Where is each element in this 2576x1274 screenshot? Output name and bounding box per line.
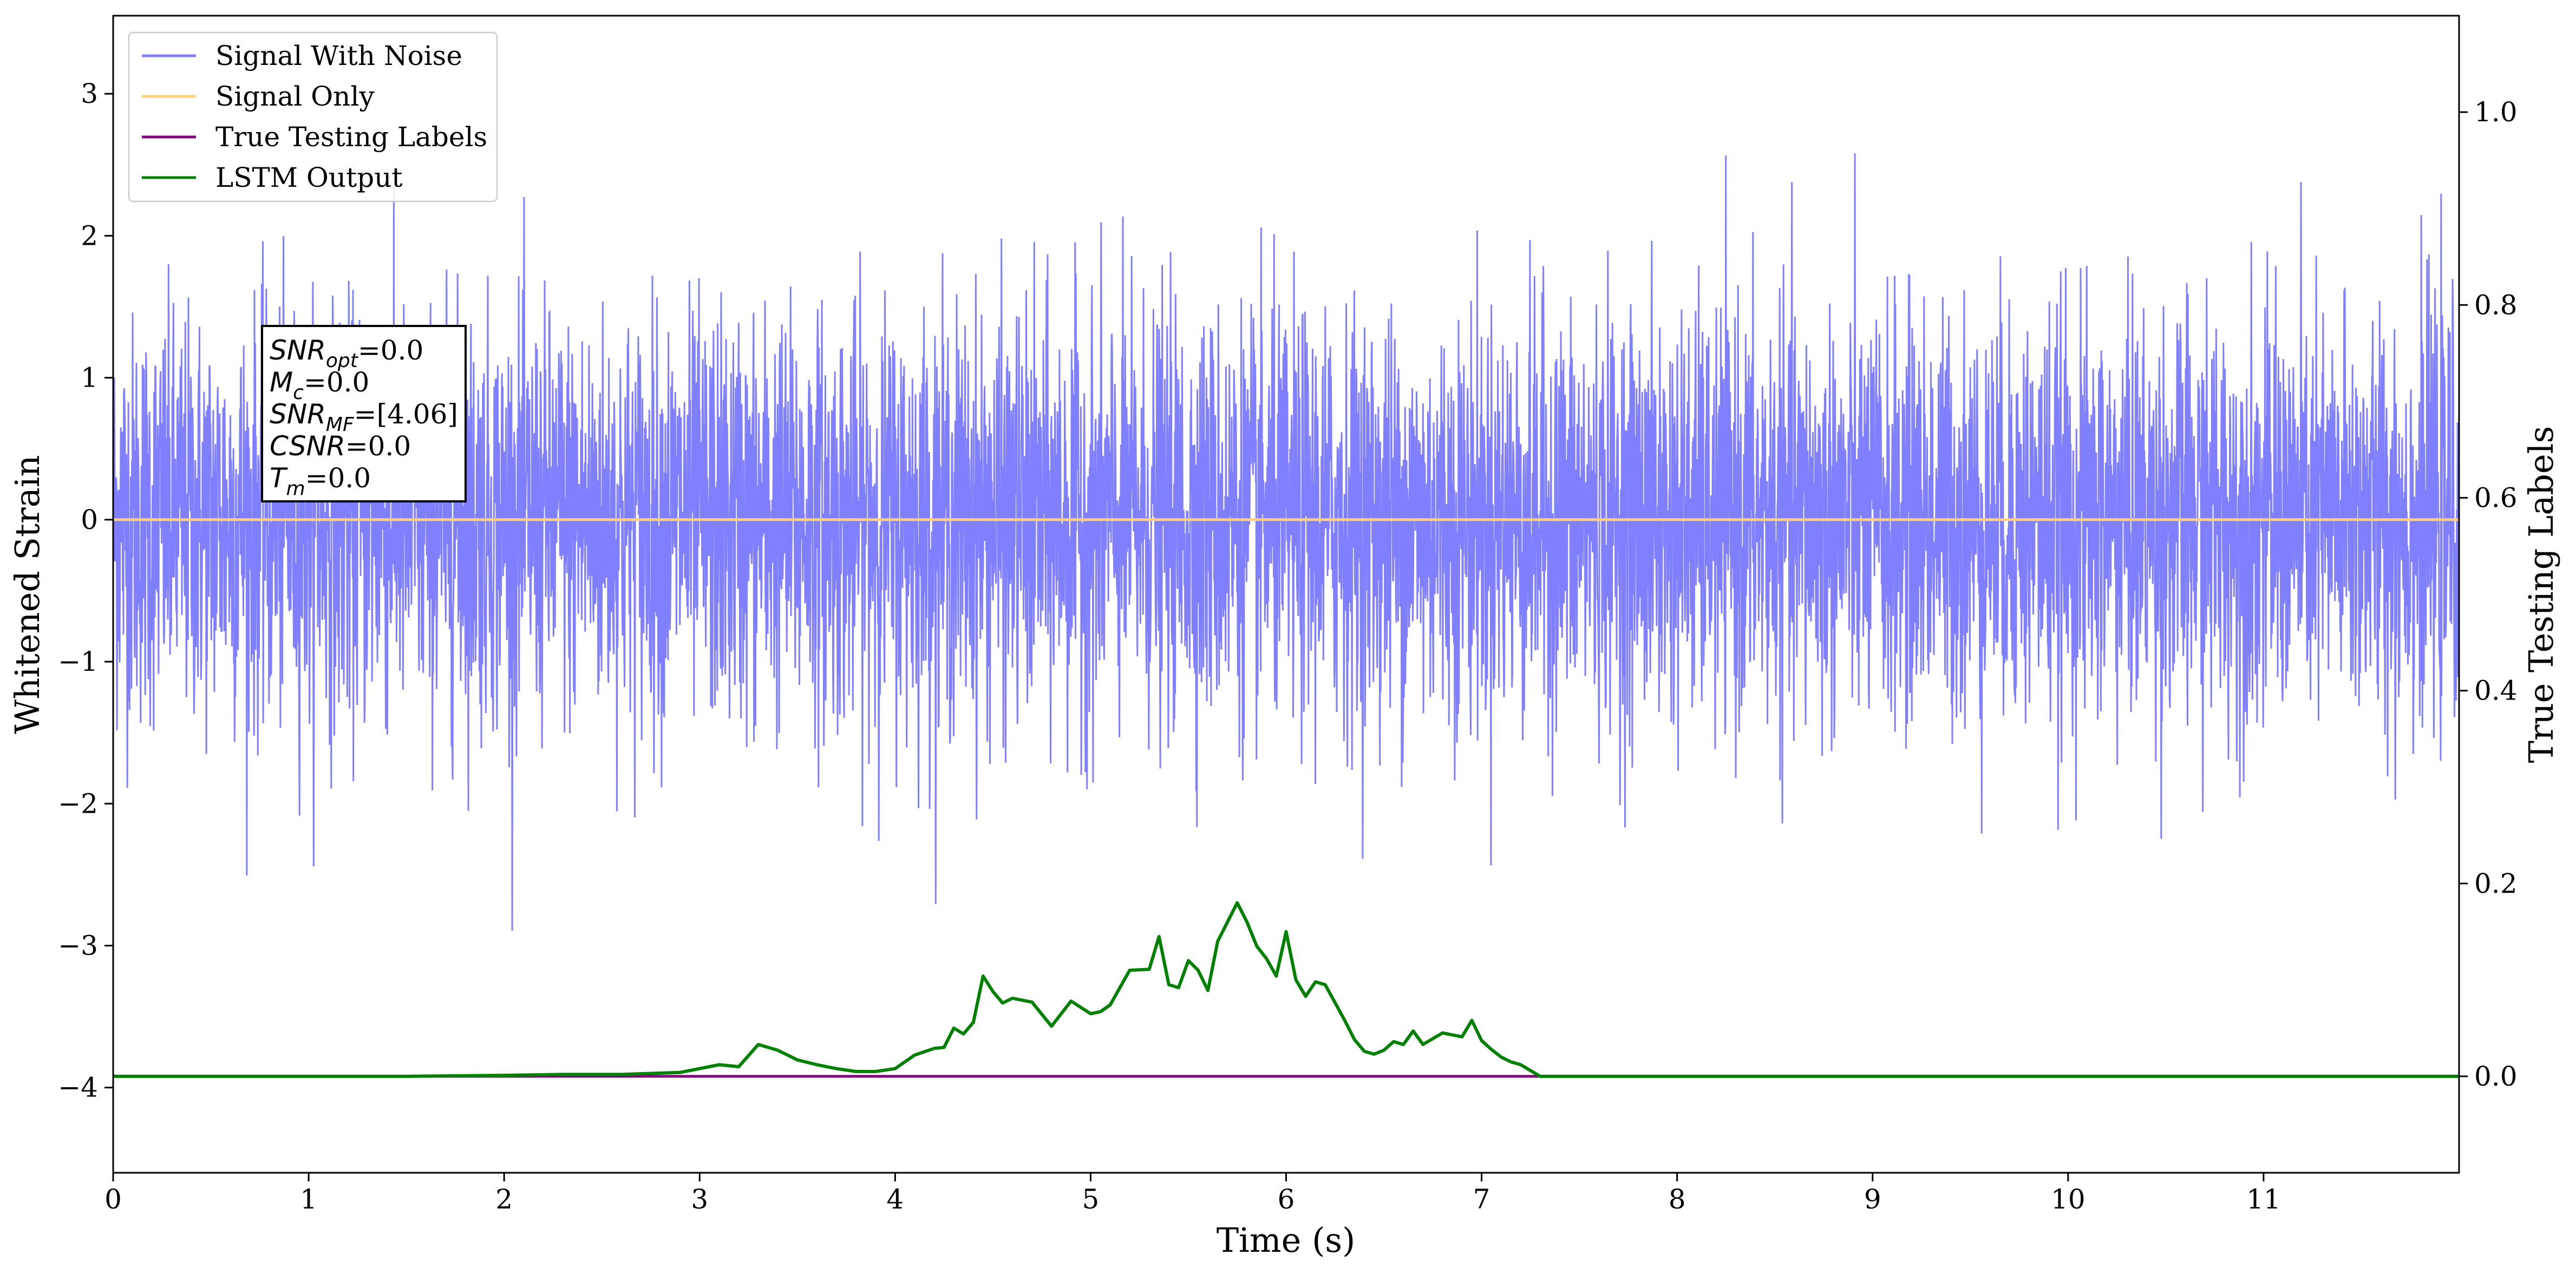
bottom-axis: 0 1 2 3 4 5 6 7 8 9 10 11 <box>104 1173 2281 1215</box>
annotation-line-tm: Tm=0.0 <box>270 462 371 500</box>
x-tick-label: 10 <box>2051 1184 2085 1215</box>
legend-label-noise: Signal With Noise <box>215 40 462 71</box>
legend-label-labels: True Testing Labels <box>215 121 487 153</box>
y2-tick-label: 1.0 <box>2474 96 2518 128</box>
y2-tick-label: 0.0 <box>2474 1061 2518 1092</box>
series-signal-with-noise <box>112 153 2460 931</box>
y2-tick-label: 0.4 <box>2474 675 2518 707</box>
right-axis: 0.0 0.2 0.4 0.6 0.8 1.0 <box>2459 96 2518 1092</box>
noise-series-layer <box>112 153 2460 931</box>
legend: Signal With Noise Signal Only True Testi… <box>128 31 498 202</box>
line-series-layer <box>113 518 2459 1078</box>
y-tick-label: 1 <box>81 362 98 394</box>
y-tick-label: 0 <box>81 504 98 535</box>
x-tick-label: 11 <box>2246 1184 2281 1215</box>
x-tick-label: 4 <box>886 1184 904 1215</box>
y2-tick-label: 0.6 <box>2474 482 2518 513</box>
y-tick-label: −2 <box>58 788 98 819</box>
left-axis: −4 −3 −2 −1 0 1 2 3 <box>58 78 113 1103</box>
annotation-line-mc: Mc=0.0 <box>270 367 369 404</box>
legend-label-signal: Signal Only <box>215 81 375 112</box>
x-tick-label: 1 <box>300 1184 317 1215</box>
y-axis-label: Whitened Strain <box>8 455 47 734</box>
annotation-frame <box>261 325 467 502</box>
x-tick-label: 0 <box>104 1184 122 1215</box>
y2-axis-label: True Testing Labels <box>2521 426 2561 763</box>
legend-label-lstm: LSTM Output <box>215 162 402 193</box>
x-tick-label: 3 <box>691 1184 708 1215</box>
y2-tick-label: 0.2 <box>2474 868 2518 899</box>
x-tick-label: 6 <box>1278 1184 1295 1215</box>
x-tick-label: 8 <box>1669 1184 1686 1215</box>
y-tick-label: −3 <box>58 930 98 961</box>
x-tick-label: 7 <box>1473 1184 1490 1215</box>
y-tick-label: −4 <box>58 1072 98 1103</box>
legend-box <box>128 31 498 202</box>
y2-tick-label: 0.8 <box>2474 289 2518 321</box>
x-axis-label: Time (s) <box>1217 1220 1356 1260</box>
x-tick-label: 5 <box>1082 1184 1100 1215</box>
y-tick-label: 2 <box>81 220 98 251</box>
annotation-line-csnr: CSNR=0.0 <box>270 430 411 462</box>
y-tick-label: 3 <box>81 78 98 109</box>
annotation-line-snr-mf: SNRMF=[4.06] <box>270 398 458 436</box>
y-tick-label: −1 <box>58 646 98 677</box>
x-tick-label: 9 <box>1864 1184 1881 1215</box>
series-lstm-output <box>113 901 2459 1078</box>
annotation-line-snr-opt: SNRopt=0.0 <box>270 335 423 372</box>
x-tick-label: 2 <box>495 1184 513 1215</box>
annotation-box: SNRopt=0.0 Mc=0.0 SNRMF=[4.06] CSNR=0.0 … <box>261 325 467 502</box>
